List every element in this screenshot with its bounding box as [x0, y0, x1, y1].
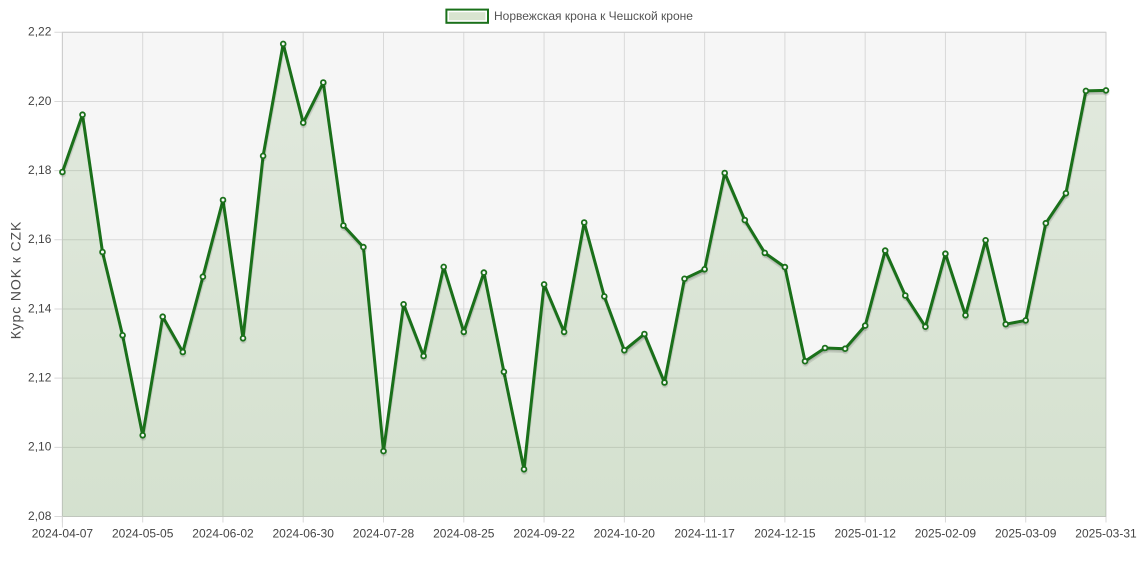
svg-text:2024-09-22: 2024-09-22 — [513, 527, 575, 541]
svg-text:Норвежская крона к Чешской кро: Норвежская крона к Чешской кроне — [494, 9, 693, 23]
svg-text:2,10: 2,10 — [28, 440, 52, 454]
svg-text:2024-07-28: 2024-07-28 — [353, 527, 415, 541]
svg-text:2,20: 2,20 — [28, 94, 52, 108]
svg-text:2,22: 2,22 — [28, 25, 52, 39]
svg-text:2025-03-31: 2025-03-31 — [1075, 527, 1137, 541]
svg-text:2025-03-09: 2025-03-09 — [995, 527, 1057, 541]
svg-text:2024-12-15: 2024-12-15 — [754, 527, 816, 541]
svg-text:2,08: 2,08 — [28, 509, 52, 523]
svg-text:2024-06-02: 2024-06-02 — [192, 527, 254, 541]
svg-text:2024-04-07: 2024-04-07 — [32, 527, 94, 541]
svg-text:2024-06-30: 2024-06-30 — [273, 527, 335, 541]
svg-text:2,14: 2,14 — [28, 301, 52, 315]
svg-text:2,12: 2,12 — [28, 371, 52, 385]
svg-text:Курс NOK к CZK: Курс NOK к CZK — [8, 221, 24, 340]
svg-text:2024-10-20: 2024-10-20 — [594, 527, 656, 541]
svg-text:2024-08-25: 2024-08-25 — [433, 527, 495, 541]
svg-text:2,18: 2,18 — [28, 163, 52, 177]
svg-text:2024-05-05: 2024-05-05 — [112, 527, 174, 541]
svg-text:2024-11-17: 2024-11-17 — [674, 527, 735, 541]
svg-text:2,16: 2,16 — [28, 232, 52, 246]
svg-text:2025-02-09: 2025-02-09 — [915, 527, 977, 541]
svg-text:2025-01-12: 2025-01-12 — [835, 527, 897, 541]
